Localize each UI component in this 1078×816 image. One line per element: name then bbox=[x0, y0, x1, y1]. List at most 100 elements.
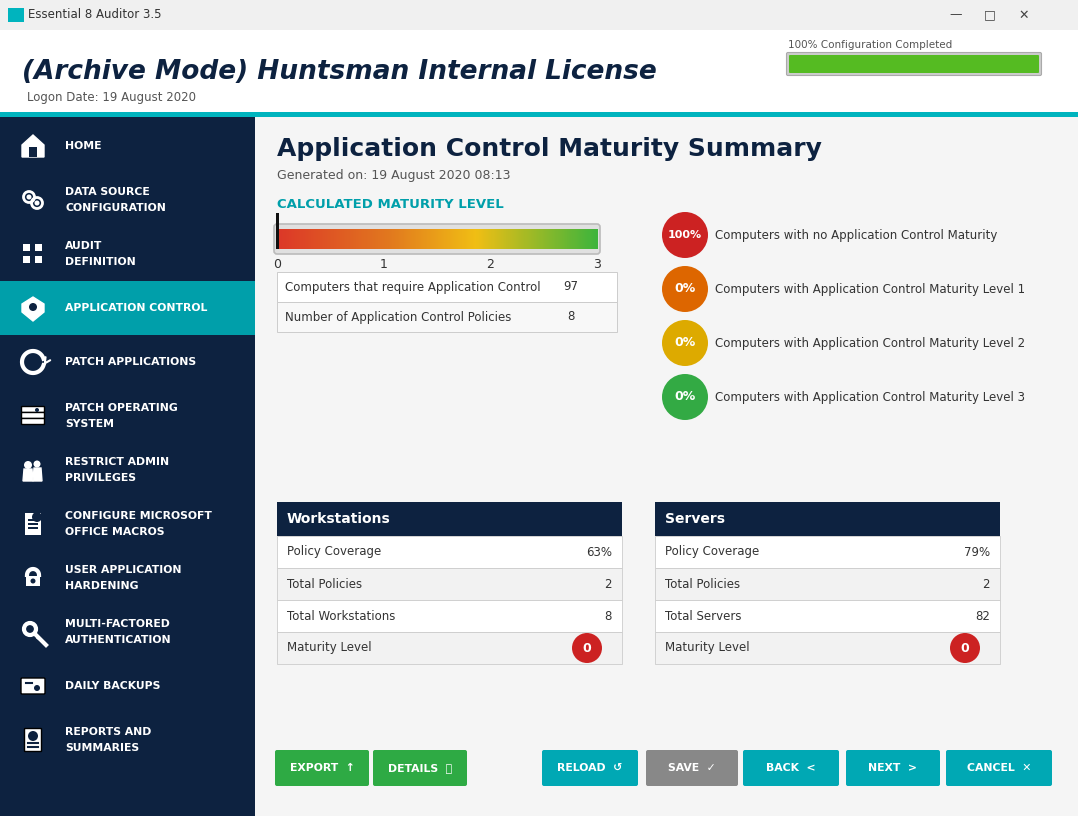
Bar bbox=[342, 229, 344, 249]
Bar bbox=[576, 229, 577, 249]
Bar bbox=[550, 229, 552, 249]
Bar bbox=[500, 229, 501, 249]
Bar bbox=[277, 229, 278, 249]
Bar bbox=[565, 229, 567, 249]
Bar bbox=[371, 229, 372, 249]
Bar bbox=[387, 229, 388, 249]
Bar bbox=[0, 30, 1078, 112]
Bar bbox=[0, 112, 1078, 117]
Text: DATA SOURCE: DATA SOURCE bbox=[65, 187, 150, 197]
Bar bbox=[591, 229, 592, 249]
Bar bbox=[583, 229, 584, 249]
Bar bbox=[447, 229, 450, 249]
Bar bbox=[334, 229, 336, 249]
Bar bbox=[287, 229, 288, 249]
Bar bbox=[23, 256, 30, 263]
Text: SAVE  ✓: SAVE ✓ bbox=[668, 763, 716, 773]
Bar bbox=[496, 229, 497, 249]
Bar bbox=[481, 229, 482, 249]
Bar bbox=[573, 229, 575, 249]
Bar bbox=[406, 229, 407, 249]
Text: 97: 97 bbox=[564, 281, 579, 294]
Bar bbox=[280, 229, 281, 249]
Bar bbox=[579, 229, 580, 249]
Text: Workstations: Workstations bbox=[287, 512, 390, 526]
Bar bbox=[593, 229, 594, 249]
Bar bbox=[513, 229, 514, 249]
Bar bbox=[514, 229, 515, 249]
Bar bbox=[527, 229, 529, 249]
Bar bbox=[418, 229, 419, 249]
Bar bbox=[571, 229, 573, 249]
Text: Essential 8 Auditor 3.5: Essential 8 Auditor 3.5 bbox=[28, 8, 162, 21]
Bar bbox=[441, 229, 443, 249]
Bar bbox=[28, 519, 38, 521]
Bar bbox=[355, 229, 357, 249]
Bar bbox=[440, 229, 442, 249]
Bar bbox=[314, 229, 315, 249]
Bar bbox=[526, 229, 527, 249]
Bar bbox=[486, 229, 487, 249]
Bar bbox=[485, 229, 486, 249]
Bar bbox=[592, 229, 593, 249]
Bar bbox=[431, 229, 433, 249]
Bar bbox=[525, 229, 526, 249]
Bar bbox=[460, 229, 462, 249]
Text: RESTRICT ADMIN: RESTRICT ADMIN bbox=[65, 457, 169, 467]
Bar bbox=[376, 229, 377, 249]
Bar bbox=[461, 229, 464, 249]
Text: AUTHENTICATION: AUTHENTICATION bbox=[65, 635, 171, 645]
Bar bbox=[471, 229, 472, 249]
Bar bbox=[575, 229, 576, 249]
Bar bbox=[480, 229, 481, 249]
Text: Computers that require Application Control: Computers that require Application Contr… bbox=[285, 281, 541, 294]
Bar bbox=[548, 229, 550, 249]
Text: 3: 3 bbox=[593, 258, 600, 270]
Bar bbox=[479, 229, 480, 249]
Bar bbox=[567, 229, 569, 249]
Bar bbox=[572, 229, 573, 249]
Bar bbox=[543, 229, 545, 249]
Bar bbox=[549, 229, 551, 249]
Bar bbox=[34, 256, 42, 263]
Bar bbox=[577, 229, 578, 249]
Bar bbox=[328, 229, 330, 249]
Bar bbox=[493, 229, 494, 249]
Bar bbox=[349, 229, 351, 249]
Bar bbox=[331, 229, 333, 249]
Bar bbox=[655, 600, 1000, 632]
Bar bbox=[330, 229, 332, 249]
Bar bbox=[551, 229, 553, 249]
FancyBboxPatch shape bbox=[743, 750, 839, 786]
Bar bbox=[655, 502, 1000, 536]
Bar bbox=[324, 229, 327, 249]
Bar bbox=[411, 229, 412, 249]
Text: —: — bbox=[950, 8, 963, 21]
Circle shape bbox=[662, 320, 708, 366]
Circle shape bbox=[29, 303, 37, 311]
Bar bbox=[293, 229, 294, 249]
Bar bbox=[350, 229, 353, 249]
Bar bbox=[338, 229, 341, 249]
Bar bbox=[432, 229, 434, 249]
Bar bbox=[556, 229, 558, 249]
Text: Maturity Level: Maturity Level bbox=[665, 641, 749, 654]
Bar bbox=[439, 229, 441, 249]
Bar bbox=[482, 229, 483, 249]
Circle shape bbox=[28, 731, 38, 741]
Bar bbox=[488, 229, 489, 249]
Text: 82: 82 bbox=[976, 610, 990, 623]
Polygon shape bbox=[22, 297, 44, 321]
Bar bbox=[28, 527, 38, 529]
Bar bbox=[285, 229, 286, 249]
Text: 8: 8 bbox=[567, 311, 575, 323]
Bar bbox=[410, 229, 411, 249]
Bar bbox=[570, 229, 572, 249]
Bar bbox=[558, 229, 561, 249]
Text: EXPORT  ↑: EXPORT ↑ bbox=[290, 763, 355, 773]
Polygon shape bbox=[22, 135, 44, 157]
Bar bbox=[506, 229, 507, 249]
Bar bbox=[386, 229, 387, 249]
Bar bbox=[544, 229, 547, 249]
FancyBboxPatch shape bbox=[22, 413, 44, 419]
